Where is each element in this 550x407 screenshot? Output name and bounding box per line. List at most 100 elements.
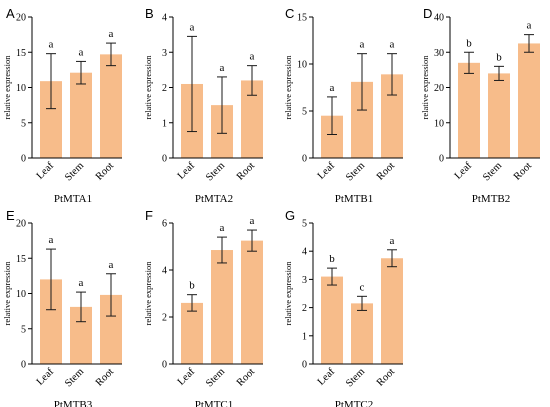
x-tick-label: Leaf — [176, 160, 198, 182]
error-bar — [387, 249, 397, 268]
significance-label: a — [360, 39, 365, 51]
significance-label: a — [190, 21, 195, 33]
bar-leaf — [181, 302, 203, 364]
y-tick-label: 20 — [16, 13, 26, 24]
error-bar — [106, 273, 116, 317]
x-tick-label: Leaf — [176, 366, 198, 388]
bar-stem — [351, 303, 373, 364]
x-tick-label: Root — [512, 160, 534, 182]
error-bar — [187, 35, 197, 133]
error-bar — [327, 267, 337, 286]
significance-label: b — [329, 253, 335, 265]
significance-label: a — [220, 222, 225, 234]
panel-letter: B — [145, 6, 154, 21]
chart-title: PtMTA2 — [195, 193, 233, 205]
x-tick-label: Root — [375, 160, 397, 182]
y-tick-label: 0 — [302, 154, 307, 165]
error-bar — [357, 295, 367, 311]
significance-label: a — [390, 39, 395, 51]
chart-title: PtMTB2 — [472, 193, 511, 205]
panel-f: Fb a a 0 2 4 6 Leaf Stem Root relative expression P… — [143, 208, 263, 407]
y-tick-label: 4 — [162, 13, 167, 24]
y-tick-label: 3 — [162, 48, 167, 59]
x-tick-label: Leaf — [316, 366, 338, 388]
x-tick-label: Stem — [204, 366, 227, 389]
error-bar — [387, 53, 397, 96]
x-tick-label: Root — [94, 366, 116, 388]
significance-label: b — [189, 280, 195, 292]
error-bar — [106, 42, 116, 67]
y-tick-label: 0 — [21, 360, 26, 371]
significance-label: b — [496, 51, 502, 63]
bar-leaf — [40, 279, 62, 364]
x-tick-label: Leaf — [35, 366, 57, 388]
error-bar — [187, 294, 197, 312]
x-tick-label: Leaf — [35, 160, 57, 182]
y-tick-label: 30 — [434, 48, 444, 59]
panel-g: Gb c a 0 1 2 3 4 5 Leaf Stem Root relative expressio… — [283, 208, 403, 407]
y-tick-label: 0 — [162, 360, 167, 371]
bar-leaf — [458, 62, 480, 159]
y-tick-label: 6 — [162, 219, 167, 230]
significance-label: a — [109, 28, 114, 40]
y-tick-label: 5 — [302, 107, 307, 118]
x-tick-label: Stem — [344, 160, 367, 183]
x-tick-label: Root — [235, 366, 257, 388]
y-tick-label: 40 — [434, 13, 444, 24]
y-tick-label: 4 — [162, 266, 167, 277]
significance-label: b — [466, 37, 472, 49]
x-tick-label: Stem — [63, 160, 86, 183]
y-tick-label: 10 — [16, 289, 26, 300]
bar-root — [241, 240, 263, 364]
y-axis-label: relative expression — [283, 55, 293, 120]
panel-letter: D — [423, 6, 432, 21]
panel-letter: G — [285, 208, 295, 223]
y-axis-label: relative expression — [2, 261, 12, 326]
bar-stem — [211, 250, 233, 364]
significance-label: a — [79, 46, 84, 58]
y-axis-label: relative expression — [420, 55, 430, 120]
x-tick-label: Leaf — [453, 160, 475, 182]
y-tick-label: 10 — [297, 60, 307, 71]
chart-title: PtMTB3 — [54, 399, 93, 407]
y-tick-label: 1 — [162, 118, 167, 129]
y-tick-label: 10 — [434, 118, 444, 129]
x-tick-label: Root — [375, 366, 397, 388]
error-bar — [327, 96, 337, 135]
panel-a: Aa a a 0 5 10 15 20 Leaf Stem Root relative express… — [2, 6, 122, 205]
y-tick-label: 4 — [302, 247, 307, 258]
bar-root — [381, 258, 403, 364]
error-bar — [46, 248, 56, 311]
bar-leaf — [321, 115, 343, 158]
y-tick-label: 5 — [21, 118, 26, 129]
panel-letter: E — [6, 208, 15, 223]
y-tick-label: 0 — [162, 154, 167, 165]
y-tick-label: 1 — [302, 331, 307, 342]
x-tick-label: Root — [235, 160, 257, 182]
chart-title: PtMTC2 — [335, 399, 374, 407]
x-tick-label: Stem — [344, 366, 367, 389]
panel-d: Db b a 0 10 20 30 40 Leaf Stem Root relative expres… — [420, 6, 540, 205]
error-bar — [217, 76, 227, 134]
bar-stem — [70, 72, 92, 158]
y-tick-label: 2 — [162, 83, 167, 94]
x-tick-label: Stem — [481, 160, 504, 183]
y-tick-label: 20 — [16, 219, 26, 230]
y-tick-label: 15 — [16, 48, 26, 59]
y-axis-label: relative expression — [143, 261, 153, 326]
x-tick-label: Leaf — [316, 160, 338, 182]
significance-label: c — [360, 281, 365, 293]
error-bar — [464, 51, 474, 74]
y-axis-label: relative expression — [2, 55, 12, 120]
error-bar — [247, 229, 257, 252]
y-tick-label: 3 — [302, 275, 307, 286]
error-bar — [76, 60, 86, 85]
significance-label: a — [250, 215, 255, 227]
bar-root — [100, 294, 122, 364]
significance-label: a — [79, 277, 84, 289]
error-bar — [217, 236, 227, 264]
panel-e: Ea a a 0 5 10 15 20 Leaf Stem Root relative express… — [2, 208, 122, 407]
x-tick-label: Stem — [63, 366, 86, 389]
error-bar — [76, 291, 86, 323]
